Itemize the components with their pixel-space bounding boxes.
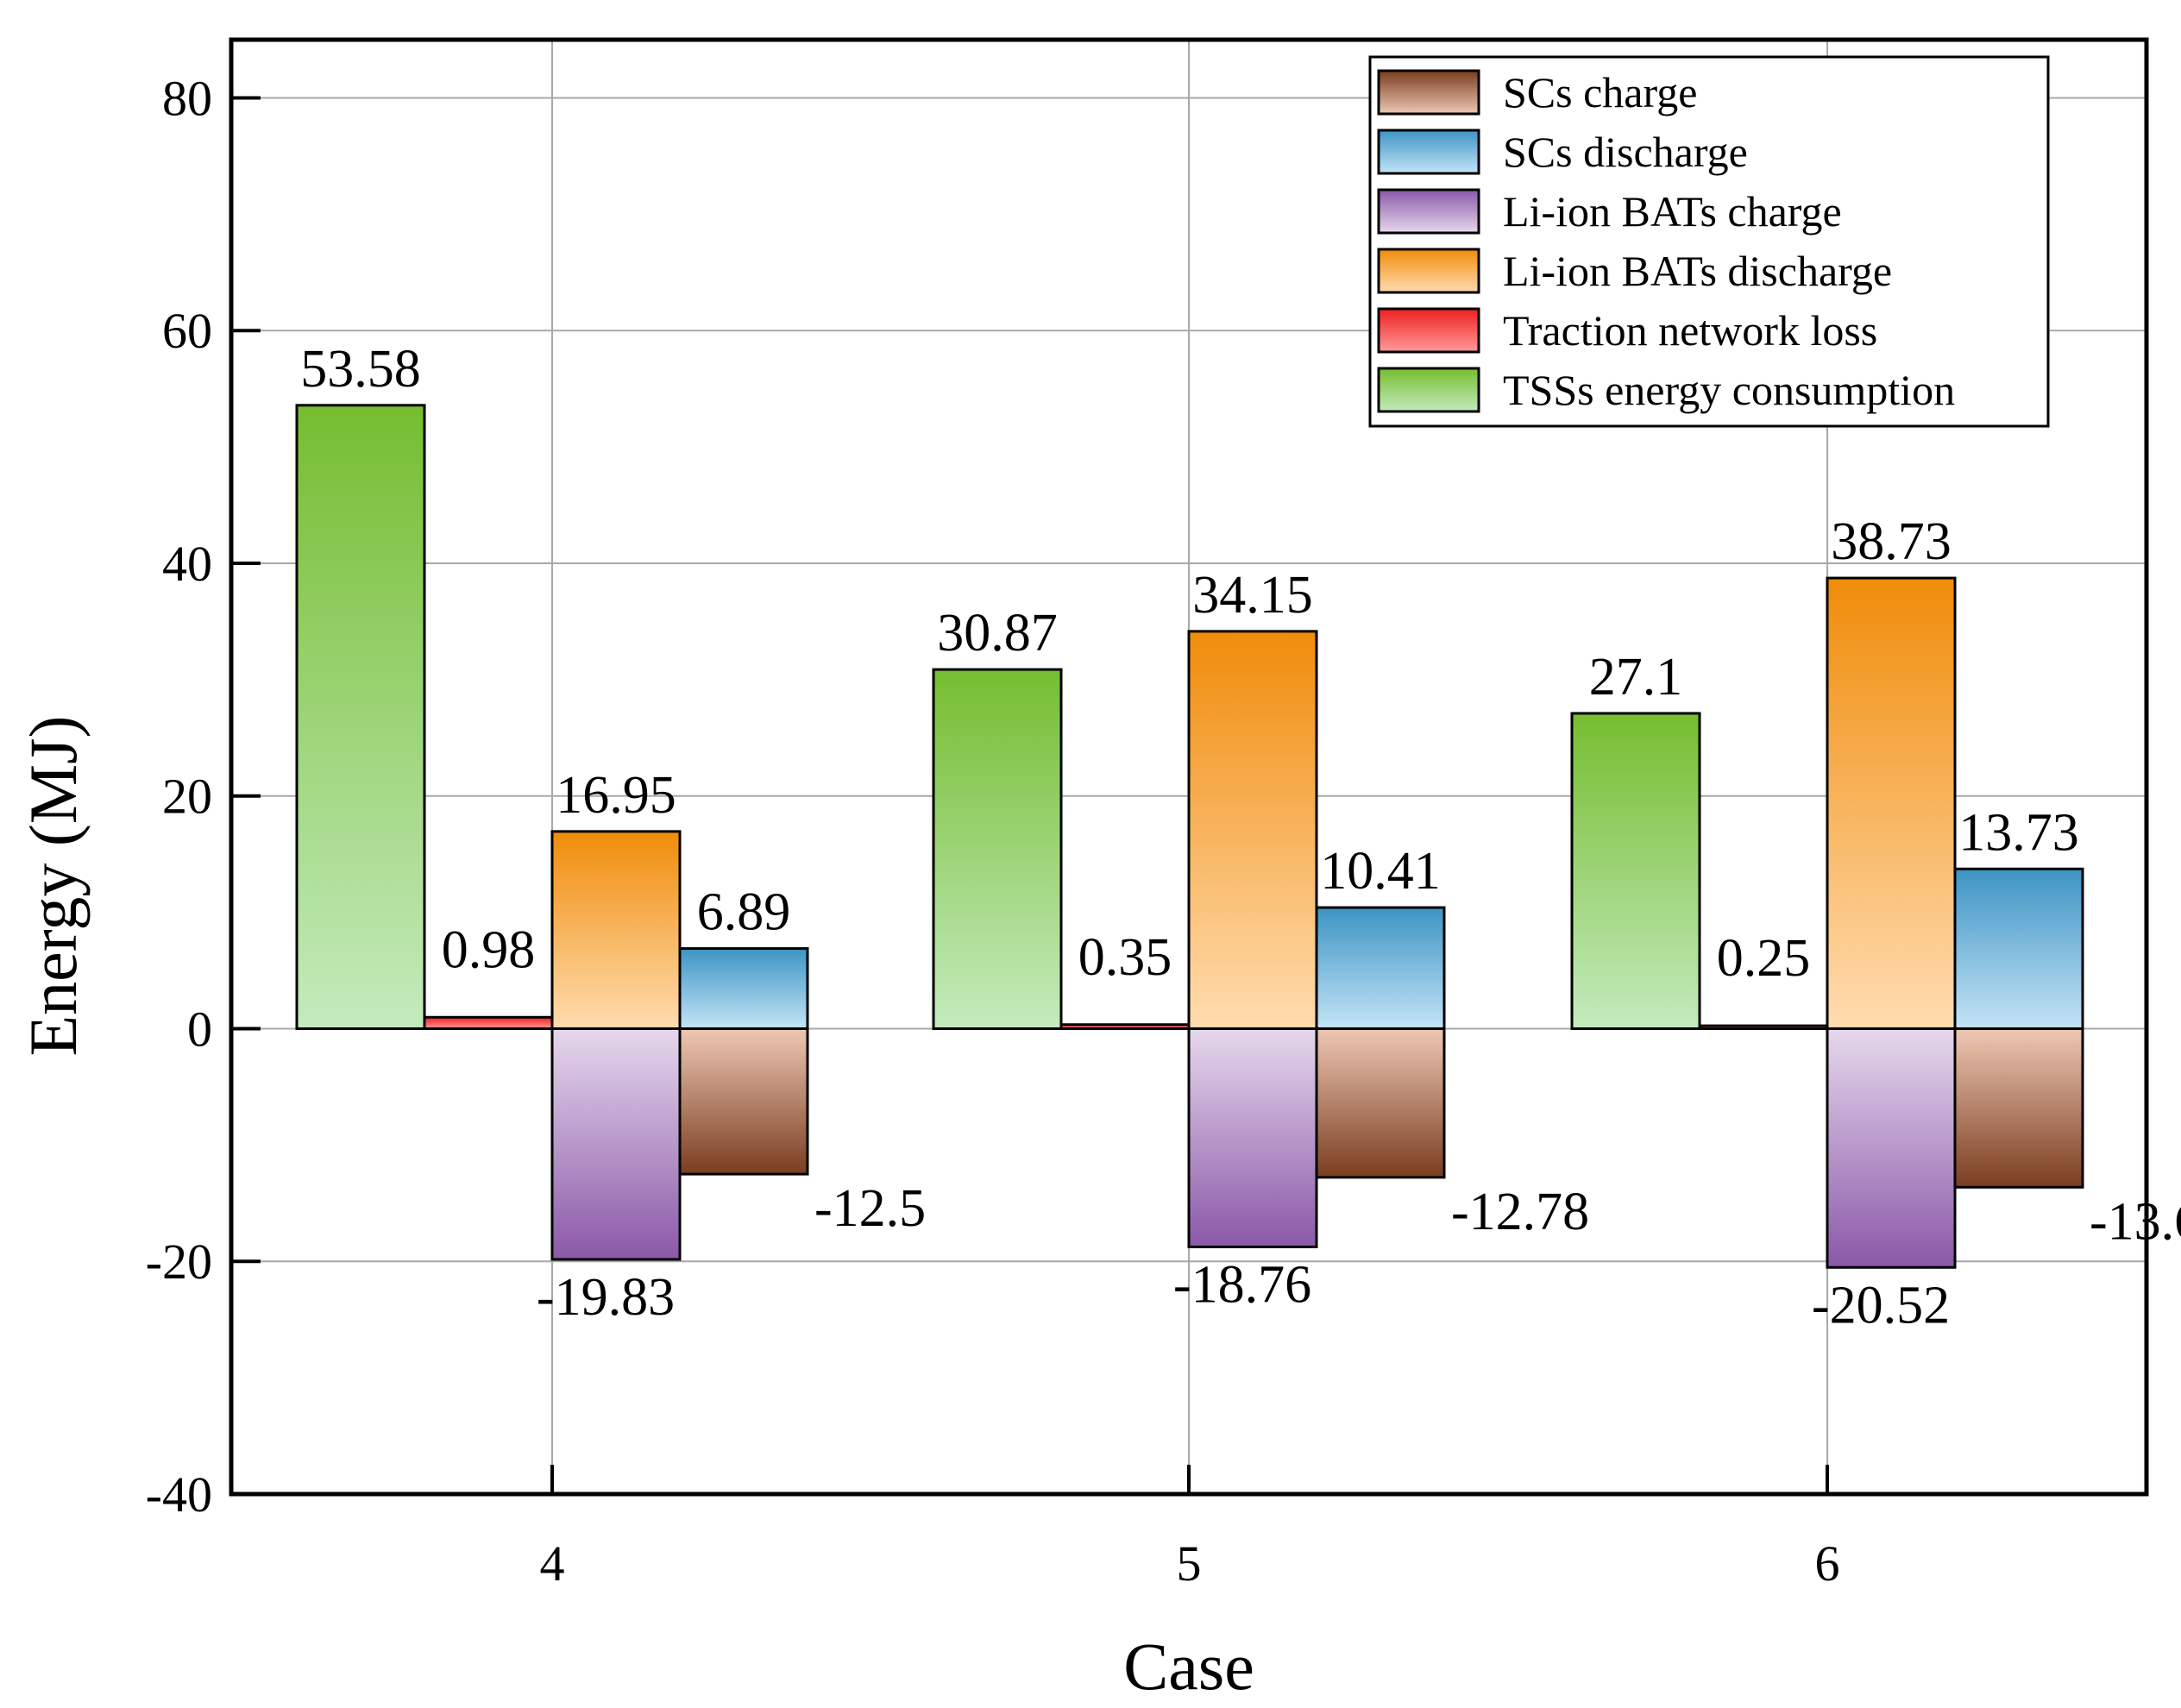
data-label-green-case-6: 27.1 bbox=[1589, 648, 1683, 706]
data-label-brown-case-5: -12.78 bbox=[1451, 1183, 1589, 1241]
bars bbox=[295, 404, 2084, 1269]
bar-red-case-6 bbox=[1698, 1024, 1829, 1030]
data-label-orange-case-4: 16.95 bbox=[556, 766, 676, 825]
legend-swatch-red bbox=[1377, 307, 1480, 354]
data-label-green-case-5: 30.87 bbox=[937, 604, 1058, 662]
x-tick-label: 5 bbox=[1177, 1535, 1202, 1592]
bar-red-case-4 bbox=[423, 1015, 554, 1030]
data-label-red-case-4: 0.98 bbox=[442, 920, 536, 979]
x-tick-label: 6 bbox=[1815, 1535, 1840, 1592]
data-label-blue-case-5: 10.41 bbox=[1320, 842, 1441, 901]
y-tick-label: -40 bbox=[146, 1466, 212, 1523]
data-label-blue-case-4: 6.89 bbox=[697, 883, 791, 942]
data-label-orange-case-6: 38.73 bbox=[1831, 512, 1952, 571]
legend-label-green: TSSs energy consumption bbox=[1503, 366, 1955, 414]
legend-swatch-green bbox=[1377, 367, 1480, 413]
data-label-orange-case-5: 34.15 bbox=[1192, 566, 1313, 625]
bar-green-case-5 bbox=[932, 668, 1063, 1030]
y-tick-label: -20 bbox=[146, 1234, 212, 1290]
data-label-blue-case-6: 13.73 bbox=[1958, 803, 2079, 862]
legend-swatch-purple bbox=[1377, 188, 1480, 235]
y-axis-title: Energy (MJ) bbox=[16, 716, 91, 1057]
bar-purple-case-6 bbox=[1826, 1027, 1957, 1269]
data-label-brown-case-4: -12.5 bbox=[814, 1179, 926, 1238]
bar-purple-case-5 bbox=[1187, 1027, 1318, 1249]
data-label-red-case-6: 0.25 bbox=[1717, 929, 1811, 988]
bar-brown-case-4 bbox=[678, 1027, 809, 1176]
bar-orange-case-4 bbox=[550, 830, 682, 1030]
bar-brown-case-5 bbox=[1315, 1027, 1446, 1179]
legend-swatch-blue bbox=[1377, 129, 1480, 175]
bar-red-case-5 bbox=[1059, 1023, 1191, 1030]
bar-green-case-6 bbox=[1570, 712, 1701, 1030]
y-tick-label: 80 bbox=[162, 70, 212, 126]
legend-label-red: Traction network loss bbox=[1503, 306, 1877, 355]
legend-swatch-brown bbox=[1377, 69, 1480, 116]
x-tick-label: 4 bbox=[540, 1535, 565, 1592]
legend-box bbox=[1368, 55, 2050, 428]
bar-purple-case-4 bbox=[550, 1027, 682, 1261]
bar-blue-case-6 bbox=[1953, 867, 2084, 1030]
data-label-red-case-5: 0.35 bbox=[1078, 928, 1172, 987]
y-tick-label: 0 bbox=[187, 1001, 212, 1057]
bar-green-case-4 bbox=[295, 404, 426, 1030]
bar-blue-case-4 bbox=[678, 947, 809, 1030]
data-label-purple-case-4: -19.83 bbox=[537, 1268, 675, 1327]
axes: -40 -20 0 20 40 60 80 4 5 6 bbox=[146, 37, 2149, 1592]
data-label-purple-case-6: -20.52 bbox=[1812, 1276, 1950, 1334]
legend-label-purple: Li-ion BATs charge bbox=[1503, 187, 1842, 235]
data-label-brown-case-6: -13.63 bbox=[2090, 1192, 2181, 1251]
legend-swatch-orange bbox=[1377, 248, 1480, 294]
data-labels: 53.58 30.87 27.1 0.98 0.35 0.25 16.95 34.15 38.7… bbox=[300, 340, 2181, 1334]
y-tick-label: 60 bbox=[162, 303, 212, 359]
bar-brown-case-6 bbox=[1953, 1027, 2084, 1189]
legend-label-orange: Li-ion BATs discharge bbox=[1503, 247, 1892, 295]
y-tick-label: 20 bbox=[162, 769, 212, 825]
data-label-green-case-4: 53.58 bbox=[300, 340, 421, 399]
legend: SCs charge SCs discharge Li-ion BATs charg… bbox=[1368, 55, 2050, 428]
x-axis-title: Case bbox=[1123, 1629, 1254, 1704]
bar-orange-case-6 bbox=[1826, 576, 1957, 1030]
bar-orange-case-5 bbox=[1187, 630, 1318, 1030]
legend-label-brown: SCs charge bbox=[1503, 68, 1697, 116]
legend-label-blue: SCs discharge bbox=[1503, 128, 1748, 176]
data-label-purple-case-5: -18.76 bbox=[1173, 1256, 1311, 1315]
bar-blue-case-5 bbox=[1315, 906, 1446, 1030]
y-tick-label: 40 bbox=[162, 536, 212, 592]
